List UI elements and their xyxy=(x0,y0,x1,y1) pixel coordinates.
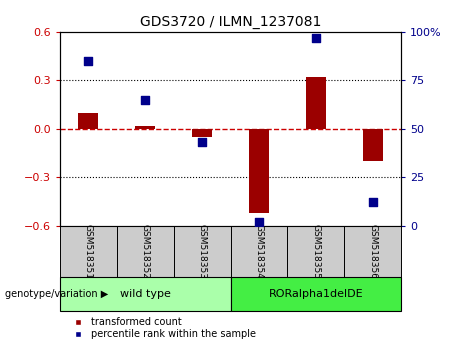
Title: GDS3720 / ILMN_1237081: GDS3720 / ILMN_1237081 xyxy=(140,16,321,29)
Point xyxy=(142,97,149,103)
Text: GSM518356: GSM518356 xyxy=(368,224,377,279)
Legend: transformed count, percentile rank within the sample: transformed count, percentile rank withi… xyxy=(65,314,260,343)
Point xyxy=(85,58,92,64)
Bar xyxy=(363,129,383,161)
Bar xyxy=(192,129,212,137)
Text: GSM518355: GSM518355 xyxy=(311,224,320,279)
Text: GSM518352: GSM518352 xyxy=(141,224,150,279)
Point xyxy=(369,200,376,205)
Bar xyxy=(174,226,230,277)
Point xyxy=(198,139,206,145)
Text: genotype/variation ▶: genotype/variation ▶ xyxy=(5,289,108,299)
Text: GSM518351: GSM518351 xyxy=(84,224,93,279)
Bar xyxy=(135,126,155,129)
Bar xyxy=(60,226,117,277)
Bar xyxy=(287,226,344,277)
Point xyxy=(255,219,263,225)
Text: GSM518354: GSM518354 xyxy=(254,224,263,279)
Bar xyxy=(230,277,401,310)
Bar xyxy=(249,129,269,213)
Point xyxy=(312,35,319,40)
Bar xyxy=(230,226,287,277)
Bar xyxy=(117,226,174,277)
Text: GSM518353: GSM518353 xyxy=(198,224,207,279)
Bar xyxy=(306,77,326,129)
Text: wild type: wild type xyxy=(120,289,171,299)
Text: RORalpha1delDE: RORalpha1delDE xyxy=(268,289,363,299)
Bar xyxy=(60,277,230,310)
Bar xyxy=(344,226,401,277)
Bar xyxy=(78,113,98,129)
